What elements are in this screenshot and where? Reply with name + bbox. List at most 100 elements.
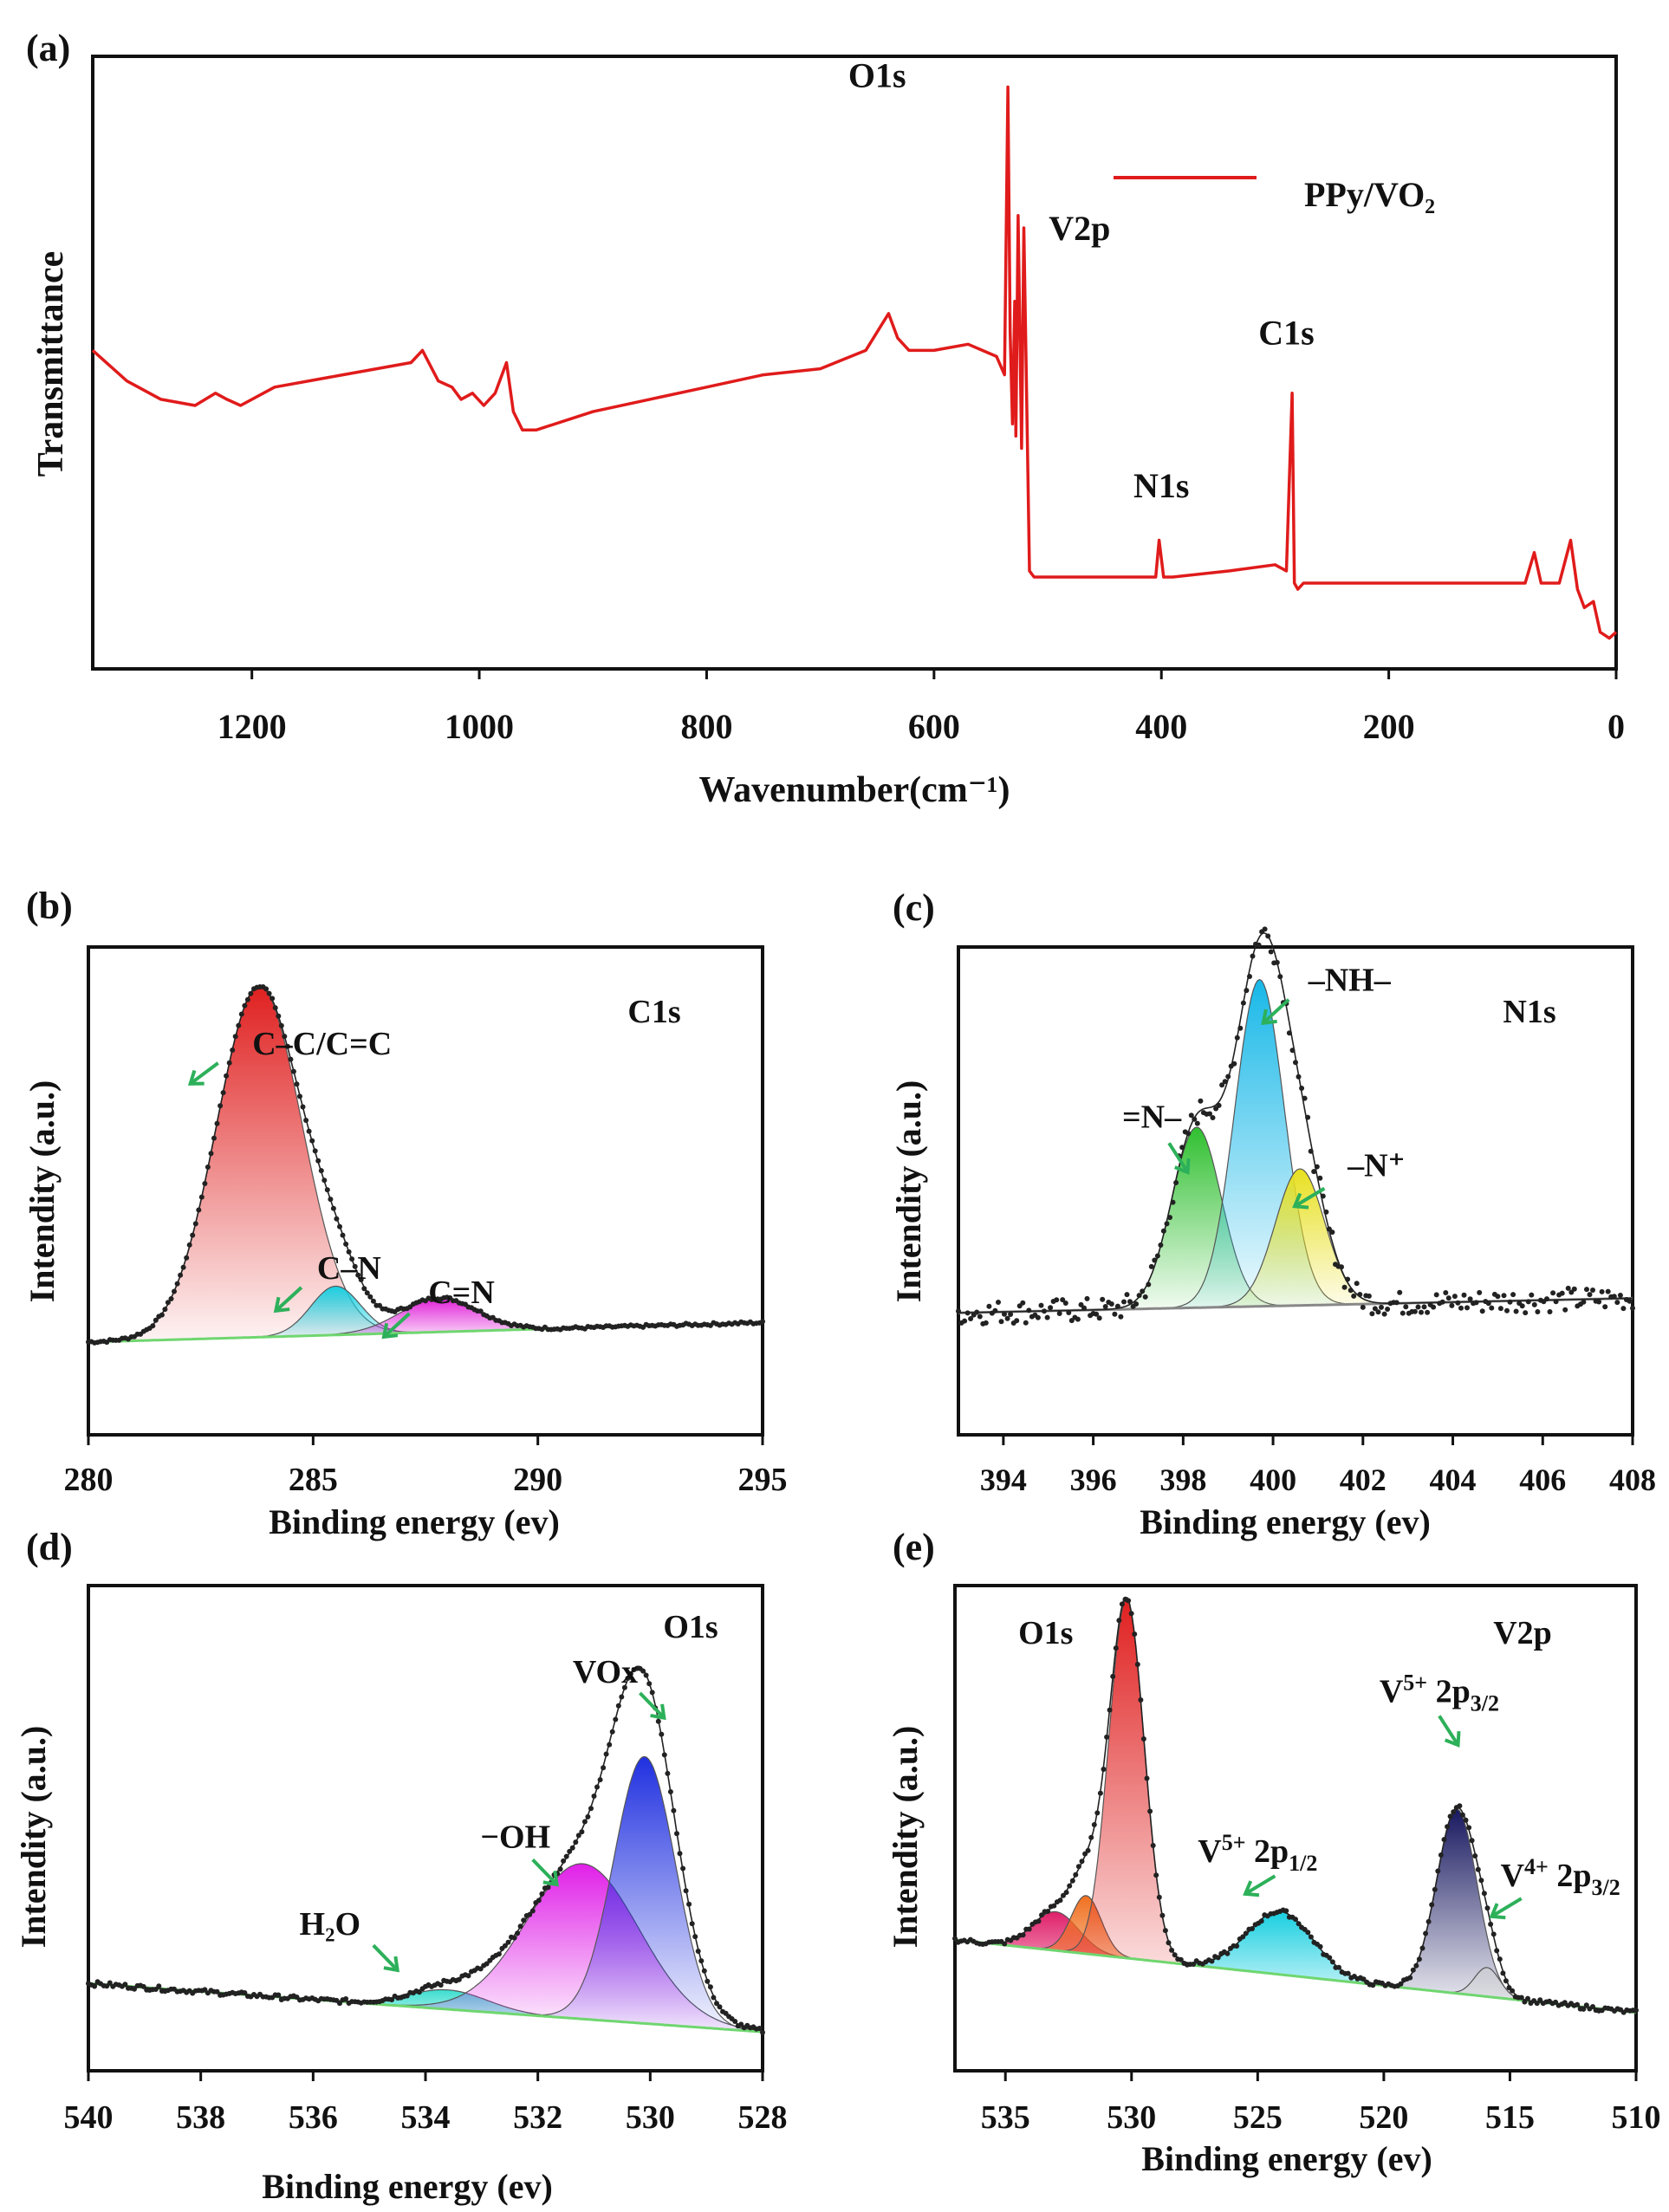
data-point [1274, 959, 1280, 965]
data-point [1523, 1310, 1529, 1316]
data-point [619, 1694, 625, 1700]
data-point [224, 1073, 230, 1079]
data-point [1445, 1295, 1451, 1301]
data-point [1097, 1790, 1103, 1796]
data-point [1348, 1288, 1354, 1294]
data-point [1215, 1955, 1221, 1961]
data-point [711, 1995, 717, 2001]
data-point [1185, 1131, 1192, 1137]
data-point [714, 2001, 719, 2007]
data-point [760, 2029, 765, 2035]
y-axis-label-d: Intendity (a.u.) [14, 1726, 53, 1949]
data-point [689, 1921, 695, 1927]
panel-e: (e) 535 530 525 520 515 510 O1s V2p V5+ 2p1/2 V5… [886, 1526, 1661, 2178]
data-point [465, 1973, 471, 1979]
x-tick-label: 525 [1233, 2099, 1283, 2136]
data-point [674, 1831, 679, 1837]
peak-annotation: V2p [1493, 1615, 1552, 1651]
x-tick-label: 535 [981, 2099, 1030, 2136]
data-point [738, 2021, 744, 2027]
data-point [232, 1034, 238, 1040]
x-tick-label: 1200 [218, 707, 287, 746]
data-point [364, 1290, 370, 1296]
data-point [502, 1943, 508, 1949]
x-axis-label-c: Binding energy (ev) [1140, 1502, 1431, 1541]
data-point [1121, 1299, 1127, 1305]
data-point [1258, 1918, 1264, 1924]
data-point [184, 1255, 190, 1261]
experimental-points [956, 926, 1635, 1327]
data-point [1140, 1736, 1146, 1742]
data-point [1587, 1292, 1593, 1298]
data-point [1138, 1697, 1144, 1703]
x-tick-label: 515 [1485, 2099, 1535, 2136]
data-point [643, 1672, 649, 1678]
data-point [1445, 1824, 1451, 1830]
data-point [1423, 1930, 1429, 1936]
data-point [272, 1005, 278, 1011]
annotation-arrow-head [381, 1322, 399, 1340]
data-point [601, 1765, 607, 1771]
data-point [1559, 1290, 1565, 1296]
data-point [1484, 1905, 1490, 1911]
annotations-d: H₂O −OH VOx [300, 1654, 666, 1973]
data-point [1494, 1948, 1500, 1954]
x-tick-label: 520 [1359, 2099, 1408, 2136]
data-point [1102, 1304, 1108, 1309]
data-point [1513, 1308, 1519, 1314]
data-point [1142, 1294, 1148, 1300]
x-tick-label: 398 [1159, 1463, 1206, 1497]
data-point [276, 1013, 282, 1019]
data-point [1209, 1958, 1215, 1964]
data-point [1633, 2008, 1639, 2014]
data-point [1467, 1296, 1473, 1302]
data-point [156, 1983, 162, 1989]
x-axis-label-e: Binding energy (ev) [1141, 2139, 1432, 2178]
data-point [1425, 1918, 1432, 1924]
data-point [165, 1300, 171, 1306]
data-point [456, 1976, 462, 1982]
data-point [1247, 974, 1252, 979]
plot-area-b [86, 984, 765, 1346]
data-point [1403, 1304, 1409, 1310]
data-point [1036, 1918, 1042, 1924]
data-point [613, 1716, 619, 1722]
peak-annotation: C1s [1258, 313, 1314, 352]
data-point [1457, 1803, 1463, 1809]
data-point [1398, 1981, 1404, 1987]
data-point [591, 1794, 597, 1799]
annotations-c: =N– –NH– –N⁺ [1122, 963, 1406, 1210]
data-point [214, 1120, 220, 1126]
data-point [1192, 1116, 1198, 1122]
data-point [1370, 1982, 1376, 1988]
data-point [707, 1984, 713, 1990]
data-point [1094, 1810, 1101, 1816]
data-point [92, 1983, 98, 1989]
y-axis-label-a: Transmittance [31, 251, 71, 477]
peak-annotation: O1s [1018, 1615, 1073, 1651]
data-point [1234, 1943, 1240, 1949]
data-point [649, 1690, 655, 1696]
data-point [1461, 1292, 1467, 1298]
data-point [1575, 2001, 1581, 2008]
data-point [1081, 1305, 1087, 1311]
data-point [278, 1022, 284, 1028]
data-point [340, 1232, 346, 1238]
data-point [1126, 1598, 1132, 1604]
data-point [1002, 1311, 1007, 1317]
data-point [132, 1986, 137, 1992]
data-point [1421, 1304, 1427, 1310]
data-point [640, 1668, 646, 1674]
data-point [361, 1286, 367, 1292]
spectrum-title-d: O1s [663, 1609, 718, 1645]
data-point [1305, 1114, 1311, 1120]
data-point [389, 1997, 395, 2002]
data-point [1605, 1288, 1611, 1294]
plot-area-e [952, 1596, 1639, 2015]
data-point [284, 1043, 290, 1049]
data-point [1488, 1921, 1494, 1927]
data-point [324, 1187, 330, 1193]
data-point [998, 1319, 1004, 1325]
data-point [1317, 1175, 1323, 1181]
data-point [1014, 1318, 1020, 1324]
